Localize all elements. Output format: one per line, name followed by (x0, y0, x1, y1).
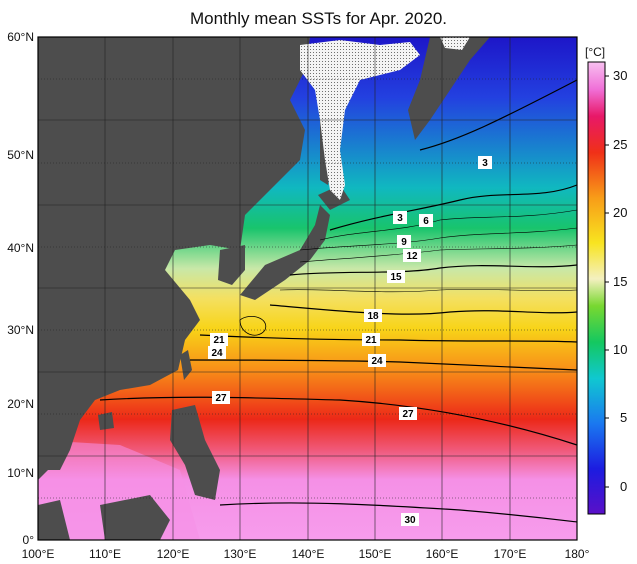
lon-label: 140°E (292, 547, 325, 561)
colorbar-tick: 30 (613, 68, 627, 83)
colorbar-tick: 15 (613, 274, 627, 289)
lon-label: 150°E (359, 547, 392, 561)
lon-label: 130°E (224, 547, 257, 561)
land-masses (38, 37, 490, 540)
contour-label: 15 (390, 272, 402, 283)
map-title: Monthly mean SSTs for Apr. 2020. (189, 9, 448, 28)
lon-label: 110°E (89, 547, 121, 561)
contour-label: 27 (215, 393, 227, 404)
lat-label: 60°N (7, 30, 34, 44)
contour-label: 27 (402, 409, 414, 420)
longitude-labels: 100°E 110°E 120°E 130°E 140°E 150°E 160°… (22, 547, 590, 561)
contour-label: 21 (213, 335, 225, 346)
colorbar-tick: 5 (620, 410, 627, 425)
contour-label: 24 (211, 348, 223, 359)
colorbar-tick: 10 (613, 342, 627, 357)
colorbar-tick: 0 (620, 479, 627, 494)
isotherm-lines (99, 79, 578, 523)
lon-label: 120°E (157, 547, 190, 561)
contour-labels: 3 3 6 9 12 15 18 21 21 24 24 27 27 30 (208, 156, 492, 526)
lat-label: 20°N (7, 397, 34, 411)
colorbar-scale (587, 61, 606, 515)
contour-label: 18 (367, 311, 379, 322)
contour-label: 30 (404, 515, 416, 526)
lon-label: 170°E (494, 547, 527, 561)
colorbar-unit: [°C] (585, 45, 605, 59)
latitude-labels: 60°N 50°N 40°N 30°N 20°N 10°N 0° (7, 30, 34, 547)
contour-label: 24 (371, 356, 383, 367)
contour-label: 6 (423, 216, 429, 227)
sea-ice-region (300, 40, 420, 200)
lon-label: 100°E (22, 547, 55, 561)
contour-label: 21 (365, 335, 377, 346)
colorbar: [°C] 30 25 20 15 10 5 0 (585, 45, 627, 515)
contour-label: 12 (406, 251, 418, 262)
lat-label: 10°N (7, 466, 34, 480)
contour-label: 9 (401, 237, 407, 248)
lat-label: 30°N (7, 323, 34, 337)
colorbar-tick: 25 (613, 137, 627, 152)
lon-label: 160°E (426, 547, 459, 561)
lat-label: 0° (23, 533, 35, 547)
contour-label: 3 (397, 213, 403, 224)
colorbar-tick: 20 (613, 205, 627, 220)
map-frame (37, 36, 578, 541)
lat-label: 50°N (7, 148, 34, 162)
lat-label: 40°N (7, 241, 34, 255)
graticule (38, 37, 577, 540)
contour-label: 3 (482, 158, 488, 169)
lon-label: 180° (565, 547, 590, 561)
